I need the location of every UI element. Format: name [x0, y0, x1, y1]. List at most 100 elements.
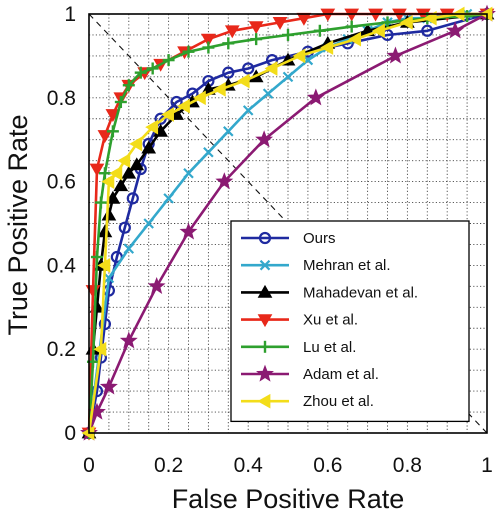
data-point-zhou-et-al	[109, 165, 123, 181]
data-point-mehran-et-al	[143, 218, 154, 229]
y-tick-label: 0.8	[47, 87, 76, 110]
data-point-lu-et-al	[122, 79, 135, 92]
series-line-mahadevan-et-al	[87, 12, 488, 434]
data-point-zhou-et-al	[93, 341, 107, 357]
x-axis-title: False Positive Rate	[172, 484, 405, 514]
data-point-mehran-et-al	[262, 88, 274, 99]
data-point-adam-et-al	[119, 331, 138, 349]
data-point-zhou-et-al	[399, 15, 413, 30]
data-point-xu-et-al	[272, 17, 288, 30]
data-point-mehran-et-al	[282, 71, 294, 83]
data-point-zhou-et-al	[145, 119, 159, 135]
data-point-lu-et-al	[182, 45, 195, 58]
legend: Ours Mehran et al. Mahadevan et al. Xu et a…	[230, 220, 470, 423]
data-point-zhou-et-al	[97, 258, 111, 273]
data-point-adam-et-al	[147, 276, 166, 294]
legend-marker	[257, 393, 271, 409]
x-tick-label: 0.8	[393, 454, 422, 477]
data-point-adam-et-al	[99, 377, 118, 395]
data-point-adam-et-al	[306, 88, 325, 106]
data-point-mahadevan-et-al	[105, 190, 121, 204]
data-point-mehran-et-al	[103, 272, 115, 284]
tick-labels: 0 0.2 0.4 0.6 0.8 1 0 0.2 0.4 0.6 0.8 1	[47, 3, 493, 477]
data-point-mahadevan-et-al	[129, 157, 145, 171]
data-point-xu-et-al	[89, 163, 105, 177]
data-point-xu-et-al	[392, 8, 407, 22]
legend-marker	[259, 259, 271, 271]
data-point-xu-et-al	[224, 25, 240, 39]
data-point-mehran-et-al	[242, 105, 254, 116]
x-tick-label: 1	[481, 454, 493, 477]
data-point-lu-et-al	[222, 37, 235, 50]
data-point-ours	[118, 221, 131, 234]
data-point-lu-et-al	[146, 62, 159, 75]
x-tick-label: 0	[83, 454, 95, 477]
data-point-ours	[421, 24, 434, 37]
data-point-xu-et-al	[97, 130, 113, 144]
data-point-lu-et-al	[114, 95, 127, 108]
legend-marker	[257, 314, 273, 328]
y-tick-label: 0	[64, 422, 76, 445]
legend-item: Xu et al.	[241, 312, 358, 329]
legend-label: Zhou et al.	[303, 393, 374, 410]
y-tick-label: 0.2	[47, 338, 76, 361]
legend-label: Lu et al.	[303, 339, 356, 356]
data-point-lu-et-al	[345, 20, 358, 33]
data-point-adam-et-al	[179, 222, 198, 240]
legend-label: Mehran et al.	[303, 257, 391, 274]
legend-label: Mahadevan et al.	[303, 284, 418, 301]
data-point-mehran-et-al	[223, 126, 234, 137]
data-point-ours	[126, 192, 139, 205]
data-point-zhou-et-al	[372, 23, 385, 39]
data-point-mahadevan-et-al	[113, 178, 129, 192]
legend-label: Adam et al.	[303, 366, 379, 383]
data-point-ours	[242, 62, 255, 75]
legend-box	[230, 220, 470, 423]
legend-item: Zhou et al.	[241, 393, 374, 410]
data-point-ours	[154, 112, 167, 125]
data-point-mahadevan-et-al	[97, 224, 113, 238]
data-point-lu-et-al	[313, 24, 326, 37]
legend-label: Xu et al.	[303, 312, 358, 329]
legend-marker	[256, 364, 274, 382]
data-point-lu-et-al	[282, 28, 294, 41]
legend-marker	[257, 284, 273, 298]
data-point-zhou-et-al	[320, 40, 334, 55]
data-point-adam-et-al	[446, 21, 465, 39]
data-point-ours	[170, 95, 183, 109]
data-point-zhou-et-al	[177, 98, 190, 114]
legend-item: Ours	[241, 230, 336, 247]
data-point-zhou-et-al	[129, 136, 143, 152]
data-point-xu-et-al	[248, 21, 264, 35]
y-axis-title: True Positive Rate	[3, 114, 33, 335]
data-point-zhou-et-al	[161, 107, 174, 122]
data-point-lu-et-al	[106, 125, 119, 138]
data-point-mehran-et-al	[123, 243, 135, 254]
legend-item: Mehran et al.	[241, 257, 391, 274]
legend-marker	[258, 231, 272, 245]
data-point-xu-et-al	[320, 8, 336, 22]
y-tick-label: 0.4	[47, 254, 77, 277]
data-point-lu-et-al	[98, 167, 111, 180]
series-line-lu-et-al	[87, 12, 488, 434]
data-point-mahadevan-et-al	[141, 140, 157, 154]
legend-item: Adam et al.	[241, 364, 379, 383]
data-point-zhou-et-al	[423, 10, 437, 26]
data-point-lu-et-al	[134, 66, 147, 79]
data-point-adam-et-al	[386, 46, 405, 64]
legend-item: Mahadevan et al.	[241, 284, 418, 301]
data-point-zhou-et-al	[348, 31, 362, 47]
plot-frame	[88, 13, 488, 434]
data-point-xu-et-al	[344, 8, 360, 22]
data-point-lu-et-al	[202, 41, 215, 54]
x-tick-label: 0.4	[234, 454, 264, 477]
data-point-zhou-et-al	[236, 73, 250, 89]
y-tick-label: 1	[64, 3, 76, 26]
data-point-zhou-et-al	[264, 61, 278, 76]
x-tick-label: 0.6	[313, 454, 342, 477]
data-point-mahadevan-et-al	[121, 165, 137, 179]
data-point-xu-et-al	[201, 33, 216, 47]
data-point-mehran-et-al	[203, 146, 214, 158]
